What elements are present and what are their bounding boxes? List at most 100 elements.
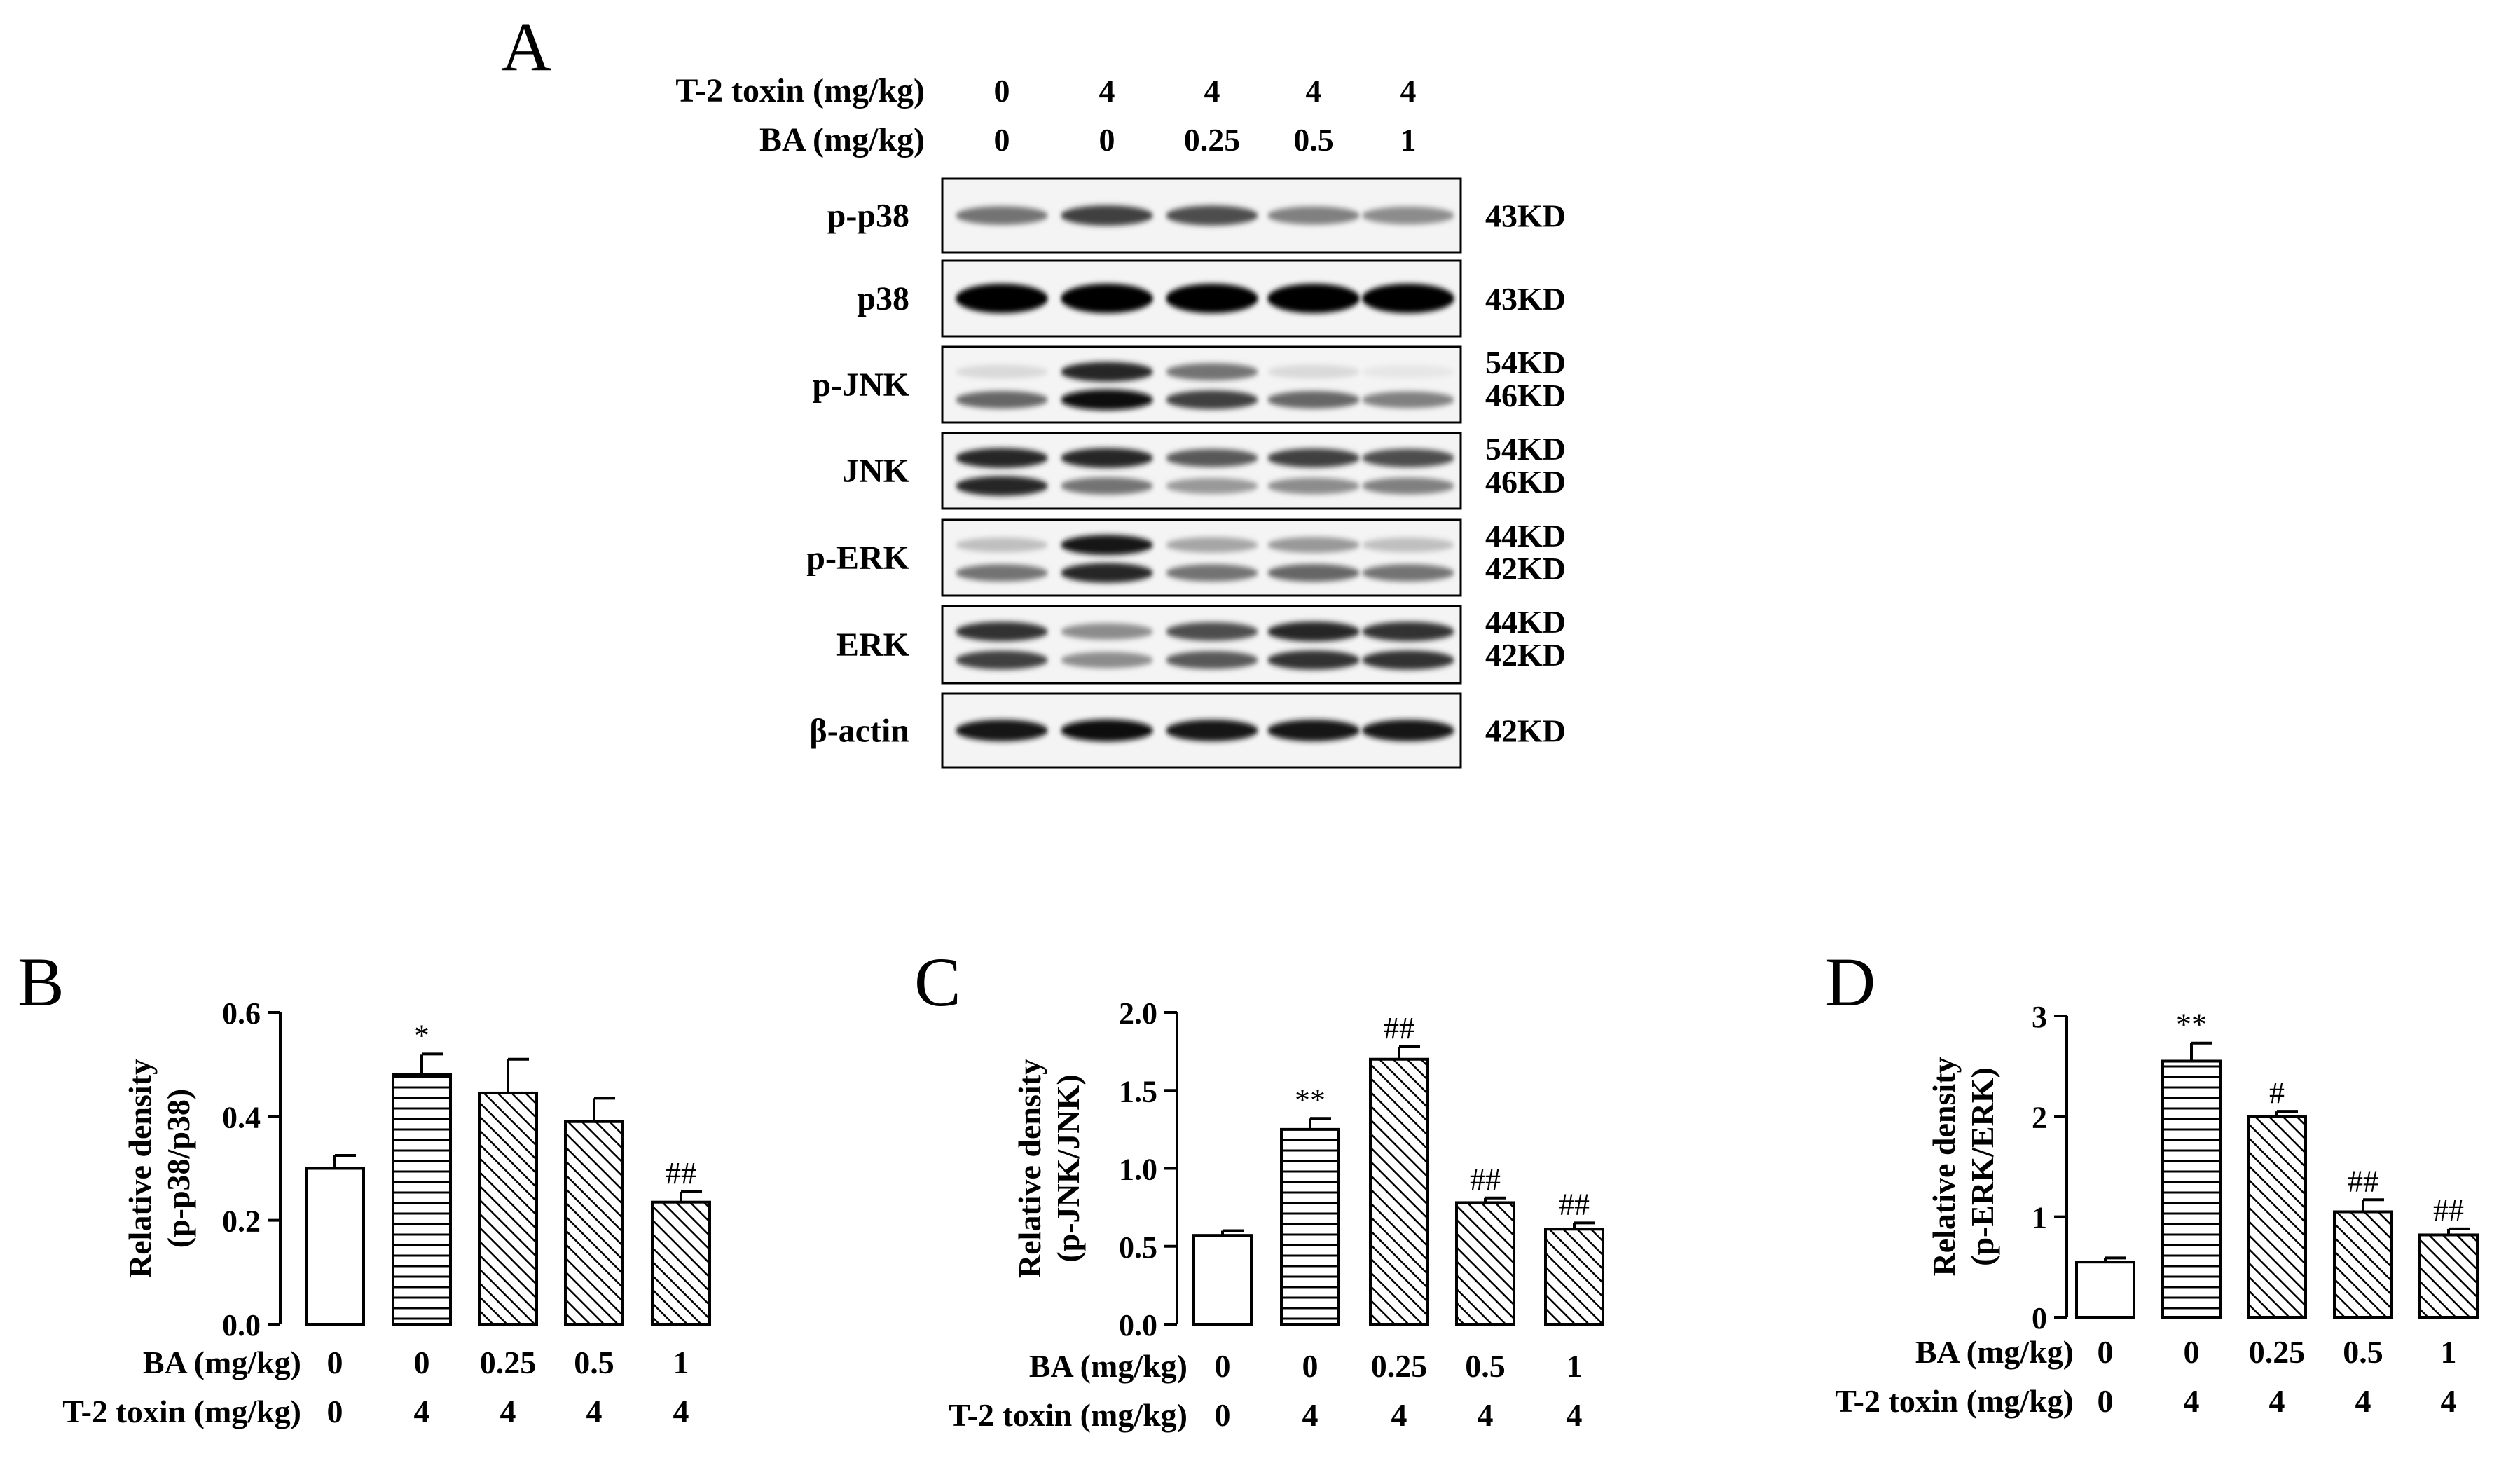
panel-letter: D	[1825, 943, 1875, 1021]
blot-header: T-2 toxin (mg/kg) 0 4 4 4 4 BA (mg/kg) 0 0 0.25 0.…	[675, 72, 1416, 158]
x-tick-label: 1	[2441, 1334, 2457, 1370]
y-tick-label: 0	[2032, 1301, 2047, 1335]
significance-annotation: ##	[1470, 1162, 1501, 1197]
x-tick-label: 0.5	[574, 1345, 614, 1380]
blot-header-value: 1	[1400, 122, 1417, 158]
x-tick-label: 0.5	[1465, 1348, 1506, 1384]
x-tick-label-row2: 4	[1302, 1397, 1318, 1433]
blot-band	[1267, 621, 1360, 642]
significance-annotation: **	[2176, 1008, 2207, 1042]
significance-annotation: *	[414, 1018, 429, 1052]
category-row-label-t2: T-2 toxin (mg/kg)	[1835, 1383, 2074, 1419]
y-tick-label: 0.6	[222, 996, 261, 1031]
x-tick-label-row2: 0	[1215, 1397, 1231, 1433]
blot-band	[1061, 535, 1153, 556]
blot-band	[1362, 720, 1454, 741]
blot-band	[1061, 623, 1153, 640]
blot-size-label: 46KD	[1485, 378, 1566, 413]
blot-band	[1362, 537, 1454, 553]
panel-letter: C	[914, 943, 961, 1021]
significance-annotation: ##	[666, 1156, 696, 1190]
category-row-label-ba: BA (mg/kg)	[143, 1345, 301, 1380]
blot-size-label: 43KD	[1485, 281, 1566, 317]
significance-annotation: ##	[1384, 1011, 1414, 1045]
blot-band	[1267, 284, 1360, 313]
blot-box	[941, 605, 1462, 685]
blot-band	[956, 364, 1048, 379]
blot-row-p38: p38 43KD	[857, 259, 1566, 338]
blot-box	[941, 432, 1462, 510]
blot-header-value: 0.25	[1184, 122, 1241, 158]
y-tick-label: 2	[2032, 1100, 2047, 1134]
blot-band	[1166, 564, 1258, 582]
western-blot-panel: A T-2 toxin (mg/kg) 0 4 4 4 4 BA (mg/kg) 0 0 0.25…	[501, 8, 1566, 769]
bar	[1280, 1127, 1340, 1326]
blot-band	[1061, 563, 1153, 583]
x-tick-label-row2: 4	[2355, 1383, 2371, 1419]
blot-row-label: p-ERK	[806, 540, 909, 577]
x-tick-label: 0	[2098, 1334, 2114, 1370]
y-tick-label: 0.0	[222, 1308, 261, 1342]
x-tick-label: 0.25	[480, 1345, 537, 1380]
blot-band	[1362, 391, 1454, 408]
blot-header-value: 0	[1099, 122, 1115, 158]
blot-band	[1362, 448, 1454, 467]
y-axis-label-line2: (p-JNK/JNK)	[1050, 1074, 1086, 1262]
blot-box	[941, 518, 1462, 597]
blot-band	[1061, 477, 1153, 495]
blot-band	[1267, 206, 1360, 225]
blot-band	[1362, 206, 1454, 225]
blot-header-label-t-2-toxin-mg-kg: T-2 toxin (mg/kg)	[675, 72, 925, 109]
bar	[651, 1200, 711, 1326]
bar	[305, 1167, 365, 1326]
x-tick-label-row2: 4	[1478, 1397, 1494, 1433]
blot-band	[1267, 448, 1360, 468]
significance-annotation: ##	[2348, 1164, 2378, 1198]
blot-band	[1267, 391, 1360, 409]
blot-band	[1267, 477, 1360, 495]
x-tick-label-row2: 4	[1391, 1397, 1407, 1433]
blot-band	[1166, 284, 1258, 313]
blot-size-label: 46KD	[1485, 464, 1566, 500]
blot-size-label: 42KD	[1485, 713, 1566, 749]
x-tick-label: 1	[1567, 1348, 1583, 1384]
bar	[2418, 1233, 2479, 1319]
x-tick-label: 0.5	[2343, 1334, 2383, 1370]
panel-letter: B	[18, 943, 64, 1021]
y-tick-label: 0.5	[1119, 1230, 1157, 1265]
x-tick-label: 0	[1302, 1348, 1318, 1384]
bar	[1369, 1057, 1429, 1326]
blot-row-actin: β-actin 42KD	[809, 692, 1566, 769]
blot-row-label: p38	[857, 280, 909, 317]
blot-band	[1166, 205, 1258, 226]
blot-header-value: 0	[994, 122, 1010, 158]
blot-band	[1061, 448, 1153, 468]
x-tick-label-row2: 4	[2184, 1383, 2200, 1419]
blot-band	[956, 448, 1048, 468]
x-tick-label-row2: 4	[586, 1394, 603, 1429]
x-tick-label-row2: 4	[1567, 1397, 1583, 1433]
blot-band	[1166, 537, 1258, 553]
blot-band	[1362, 284, 1454, 313]
blot-band	[1267, 364, 1360, 379]
bar	[2161, 1059, 2222, 1319]
blot-band	[956, 720, 1048, 741]
bar	[2075, 1261, 2135, 1319]
blot-band	[1061, 652, 1153, 668]
x-tick-label: 0.25	[2249, 1334, 2306, 1370]
category-row-label-ba: BA (mg/kg)	[1029, 1348, 1187, 1384]
blot-band	[1267, 564, 1360, 582]
blot-row-label: p-JNK	[812, 366, 909, 404]
category-row-label-t2: T-2 toxin (mg/kg)	[949, 1397, 1187, 1433]
blot-header-value: 0	[994, 73, 1010, 109]
blot-band	[1061, 362, 1153, 382]
x-tick-label-row2: 4	[673, 1394, 689, 1429]
significance-annotation: ##	[1559, 1187, 1590, 1221]
blot-row-label: ERK	[836, 626, 909, 664]
y-axis-label-line2: (p-ERK/ERK)	[1964, 1067, 2000, 1266]
x-tick-label-row2: 4	[414, 1394, 430, 1429]
